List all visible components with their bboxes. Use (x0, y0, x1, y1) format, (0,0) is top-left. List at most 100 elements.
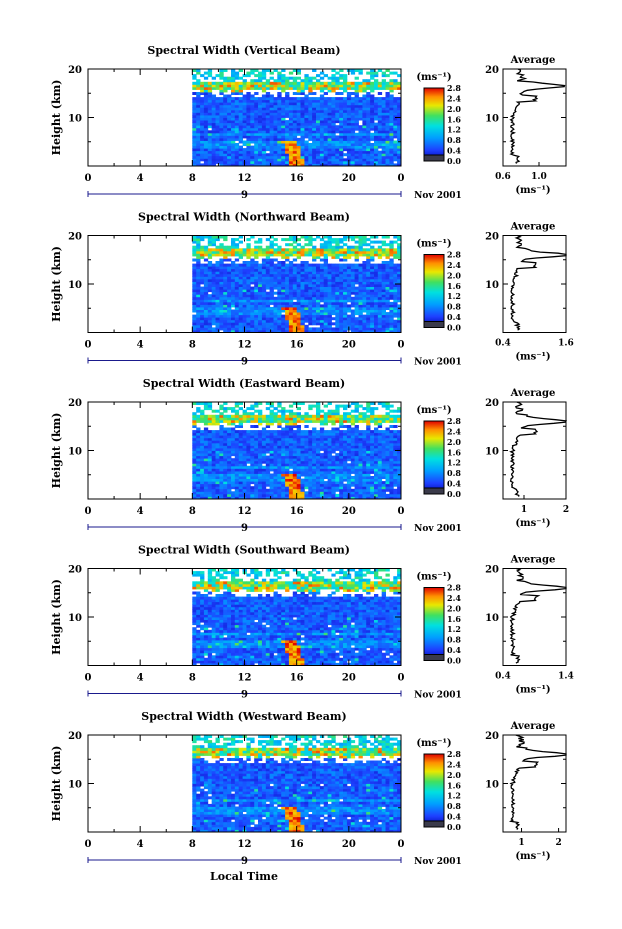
heatmap-cell (277, 309, 282, 313)
heatmap-cell (339, 248, 344, 252)
heatmap-cell (385, 81, 390, 85)
heatmap-cell (250, 440, 255, 444)
heatmap-cell (335, 470, 340, 474)
heatmap-cell (354, 329, 359, 333)
heatmap-cell (242, 135, 247, 139)
heatmap-cell (354, 488, 359, 492)
heatmap-cell (346, 319, 352, 323)
heatmap-cell (277, 86, 282, 90)
heatmap-cell (377, 289, 383, 293)
heatmap-cell (308, 322, 313, 326)
heatmap-cell (211, 286, 216, 290)
heatmap-cell (269, 324, 274, 328)
heatmap-cell (200, 486, 205, 490)
heatmap-cell (196, 117, 201, 121)
heatmap-cell (385, 307, 390, 310)
heatmap-cell (323, 104, 328, 108)
heatmap-cell (354, 447, 359, 451)
heatmap-cell (211, 99, 216, 103)
heatmap-cell (273, 455, 278, 459)
heatmap-cell (370, 496, 375, 500)
heatmap-cell (327, 112, 332, 116)
heatmap-cell (200, 488, 205, 492)
heatmap-cell (273, 314, 278, 318)
heatmap-cell (223, 312, 228, 316)
heatmap-cell (377, 307, 383, 310)
heatmap-cell (231, 102, 236, 106)
heatmap-cell (234, 314, 240, 318)
heatmap-cell (377, 317, 383, 321)
heatmap-cell (335, 327, 340, 331)
heatmap-cell (292, 465, 298, 469)
heatmap-cell (261, 314, 267, 318)
heatmap-cell (319, 258, 325, 262)
heatmap-cell (250, 114, 255, 118)
heatmap-cell (397, 322, 402, 326)
heatmap-cell (269, 76, 274, 80)
heatmap-cell (300, 160, 305, 164)
heatmap-cell (273, 309, 278, 313)
heatmap-cell (381, 158, 386, 162)
heatmap-cell (362, 307, 367, 310)
heatmap-cell (265, 117, 271, 121)
heatmap-cell (200, 291, 205, 295)
heatmap-cell (258, 114, 263, 118)
heatmap-cell (327, 324, 332, 328)
heatmap-cell (335, 84, 340, 88)
heatmap-cell (339, 481, 344, 485)
heatmap-cell (323, 460, 328, 464)
heatmap-cell (370, 253, 375, 257)
heatmap-cell (200, 253, 205, 257)
heatmap-cell (219, 478, 224, 482)
heatmap-cell (238, 132, 243, 136)
heatmap-cell (192, 240, 197, 244)
heatmap-cell (377, 271, 383, 275)
heatmap-cell (215, 84, 220, 88)
heatmap-cell (273, 266, 278, 270)
heatmap-cell (219, 442, 224, 446)
heatmap-cell (258, 327, 263, 331)
heatmap-cell (300, 493, 305, 497)
heatmap-cell (196, 92, 201, 95)
heatmap-cell (323, 473, 328, 477)
heatmap-cell (350, 453, 356, 457)
heatmap-cell (250, 453, 255, 457)
heatmap-cell (358, 117, 363, 121)
heatmap-cell (254, 127, 259, 131)
heatmap-cell (215, 145, 220, 149)
heatmap-cell (288, 473, 294, 477)
heatmap-cell (250, 276, 255, 280)
heatmap-cell (265, 309, 271, 313)
heatmap-cell (374, 445, 379, 449)
heatmap-cell (277, 458, 282, 462)
heatmap-cell (246, 245, 251, 249)
heatmap-cell (362, 97, 367, 101)
heatmap-cell (258, 130, 263, 134)
heatmap-cell (234, 145, 240, 149)
heatmap-cell (370, 463, 375, 467)
heatmap-cell (339, 329, 344, 333)
heatmap-cell (200, 148, 205, 152)
heatmap-cell (335, 473, 340, 477)
heatmap-cell (296, 143, 301, 146)
heatmap-cell (254, 248, 259, 252)
heatmap-cell (389, 273, 394, 277)
heatmap-cell (207, 145, 213, 149)
heatmap-cell (207, 74, 213, 78)
heatmap-cell (327, 312, 332, 316)
heatmap-cell (227, 483, 232, 487)
heatmap-cell (231, 278, 236, 282)
heatmap-cell (339, 268, 344, 272)
heatmap-cell (308, 463, 313, 467)
avg-y-tick-label: 10 (485, 114, 499, 125)
heatmap-cell (362, 125, 367, 129)
heatmap-cell (215, 476, 220, 479)
heatmap-cell (358, 268, 363, 272)
heatmap-cell (192, 483, 197, 487)
heatmap-cell (227, 450, 232, 454)
heatmap-cell (196, 153, 201, 157)
heatmap-cell (250, 468, 255, 472)
heatmap-cell (223, 104, 228, 108)
heatmap-cell (265, 81, 271, 85)
heatmap-cell (397, 324, 402, 328)
